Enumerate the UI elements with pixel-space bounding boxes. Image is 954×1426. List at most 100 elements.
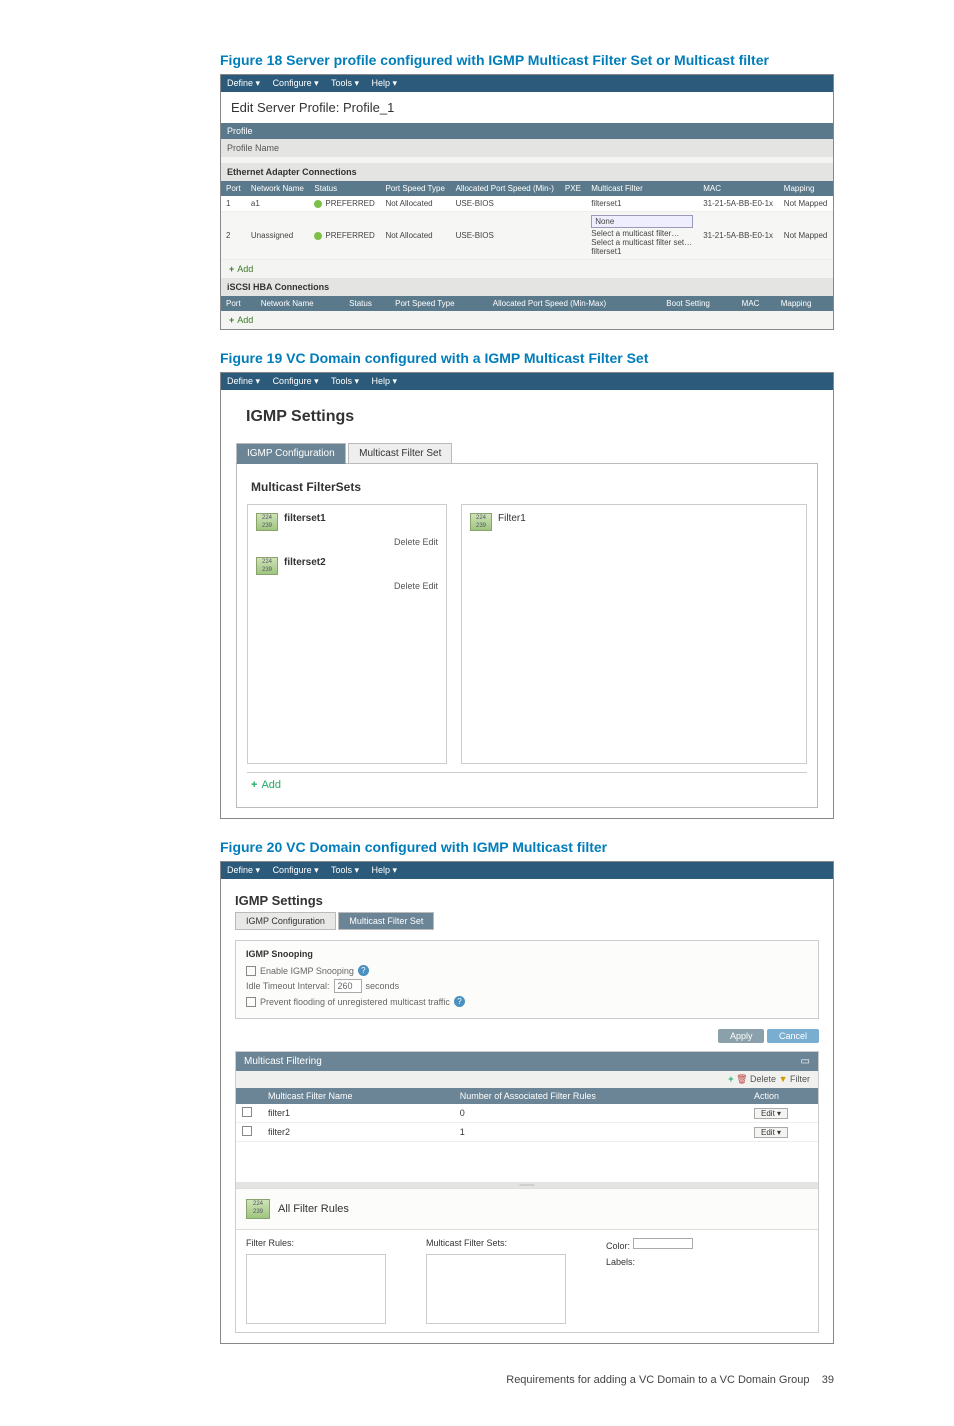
filter-item[interactable]: 224239 Filter1 [470, 513, 798, 531]
plus-icon: + [229, 264, 234, 274]
collapse-icon[interactable]: ▭ [801, 1056, 810, 1067]
table-row[interactable]: filter2 1 Edit ▾ [236, 1123, 818, 1142]
menubar: Define ▾ Configure ▾ Tools ▾ Help ▾ [221, 862, 833, 879]
figure-20-screenshot: Define ▾ Configure ▾ Tools ▾ Help ▾ IGMP… [220, 861, 834, 1344]
tab-igmp-config[interactable]: IGMP Configuration [236, 443, 346, 464]
col-net: Network Name [246, 181, 310, 196]
delete-filter[interactable]: Delete [750, 1074, 776, 1084]
tabs: IGMP Configuration Multicast Filter Set [236, 442, 818, 463]
filterset-icon: 224239 [256, 513, 278, 531]
cell: Not Allocated [380, 212, 450, 260]
idle-unit: seconds [366, 981, 400, 991]
cell: USE-BIOS [451, 212, 560, 260]
profile-row: Profile Name [221, 139, 833, 157]
snooping-header: IGMP Snooping [246, 949, 808, 959]
cell: 1 [454, 1123, 748, 1142]
button-row: Apply Cancel [235, 1029, 819, 1043]
filterset-actions[interactable]: Delete Edit [256, 581, 438, 591]
enable-row: Enable IGMP Snooping ? [246, 965, 808, 976]
menu-help[interactable]: Help ▾ [372, 865, 398, 875]
filterset-actions[interactable]: Delete Edit [256, 537, 438, 547]
edit-action[interactable]: Edit ▾ [754, 1127, 788, 1138]
table-row[interactable]: filter1 0 Edit ▾ [236, 1104, 818, 1123]
menu-tools[interactable]: Tools ▾ [331, 865, 359, 875]
color-input[interactable] [633, 1238, 693, 1249]
menubar: Define ▾ Configure ▾ Tools ▾ Help ▾ [221, 75, 833, 92]
table-row[interactable]: 1 a1 PREFERRED Not Allocated USE-BIOS fi… [221, 196, 833, 212]
add-filterset[interactable]: +Add [247, 772, 807, 797]
dropdown-option[interactable]: filterset1 [591, 247, 693, 256]
sets-box[interactable] [426, 1254, 566, 1324]
menubar: Define ▾ Configure ▾ Tools ▾ Help ▾ [221, 373, 833, 390]
apply-button[interactable]: Apply [718, 1029, 765, 1043]
col-chk [236, 1088, 262, 1104]
filter-toggle[interactable]: Filter [790, 1074, 810, 1084]
rules-icon: 224239 [246, 1199, 270, 1219]
rules-box[interactable] [246, 1254, 386, 1324]
menu-define[interactable]: Define ▾ [227, 376, 260, 386]
plus-icon: + [251, 779, 257, 791]
prevent-label: Prevent flooding of unregistered multica… [260, 997, 450, 1007]
add-filter[interactable]: + [728, 1074, 733, 1084]
eth-table: Port Network Name Status Port Speed Type… [221, 181, 833, 260]
menu-define[interactable]: Define ▾ [227, 865, 260, 875]
menu-configure[interactable]: Configure ▾ [273, 78, 319, 88]
profile-section: Profile [221, 123, 833, 139]
figure-19-title: Figure 19 VC Domain configured with a IG… [220, 350, 834, 366]
col: Allocated Port Speed (Min-Max) [488, 296, 662, 311]
filterset-item[interactable]: 224239 filterset1 [256, 513, 438, 531]
col-action: Action [748, 1088, 818, 1104]
plus-icon: + [229, 315, 234, 325]
row-checkbox[interactable] [242, 1126, 252, 1136]
help-icon[interactable]: ? [358, 965, 369, 976]
dropdown-option[interactable]: Select a multicast filter set… [591, 238, 693, 247]
filter-icon[interactable]: ▼ [779, 1074, 788, 1084]
tab-igmp-config[interactable]: IGMP Configuration [235, 912, 336, 930]
all-filter-rules: 224239 All Filter Rules [236, 1188, 818, 1229]
filterset-item[interactable]: 224239 filterset2 [256, 557, 438, 575]
mf-toolbar: + 🗑 Delete ▼ Filter [236, 1071, 818, 1088]
menu-configure[interactable]: Configure ▾ [273, 865, 319, 875]
menu-help[interactable]: Help ▾ [372, 78, 398, 88]
enable-checkbox[interactable] [246, 966, 256, 976]
idle-input[interactable]: 260 [334, 979, 362, 993]
enable-label: Enable IGMP Snooping [260, 966, 354, 976]
profile-label: Edit Server Profile: [231, 100, 339, 115]
delete-icon[interactable]: 🗑 [736, 1074, 747, 1084]
col-map: Mapping [779, 181, 833, 196]
iscsi-table: Port Network Name Status Port Speed Type… [221, 296, 833, 311]
menu-define[interactable]: Define ▾ [227, 78, 260, 88]
col: Port [221, 296, 256, 311]
prevent-checkbox[interactable] [246, 997, 256, 1007]
figure-18-title: Figure 18 Server profile configured with… [220, 52, 834, 68]
figure-19-screenshot: Define ▾ Configure ▾ Tools ▾ Help ▾ IGMP… [220, 372, 834, 819]
col-mac: MAC [698, 181, 779, 196]
page-footer: Requirements for adding a VC Domain to a… [220, 1374, 834, 1386]
cell: PREFERRED [309, 196, 380, 212]
dropdown-option[interactable]: None [591, 215, 693, 228]
add-iscsi[interactable]: +Add [221, 311, 833, 329]
idle-label: Idle Timeout Interval: [246, 981, 330, 991]
add-connection[interactable]: +Add [221, 260, 833, 278]
tab-mcast-filterset[interactable]: Multicast Filter Set [338, 912, 434, 930]
tab-mcast-filterset[interactable]: Multicast Filter Set [348, 443, 452, 464]
all-rules-label: All Filter Rules [278, 1203, 349, 1215]
cancel-button[interactable]: Cancel [767, 1029, 819, 1043]
idle-row: Idle Timeout Interval: 260 seconds [246, 979, 808, 993]
edit-action[interactable]: Edit ▾ [754, 1108, 788, 1119]
cell: 31-21-5A-BB-E0-1x [698, 196, 779, 212]
cell [560, 196, 586, 212]
mf-title: Multicast Filtering [244, 1056, 322, 1067]
dropdown-option[interactable]: Select a multicast filter… [591, 229, 693, 238]
footer-text: Requirements for adding a VC Domain to a… [506, 1374, 809, 1386]
row-checkbox[interactable] [242, 1107, 252, 1117]
col: Mapping [776, 296, 833, 311]
menu-tools[interactable]: Tools ▾ [331, 78, 359, 88]
table-row[interactable]: 2 Unassigned PREFERRED Not Allocated USE… [221, 212, 833, 260]
snooping-panel: IGMP Snooping Enable IGMP Snooping ? Idl… [235, 940, 819, 1019]
menu-configure[interactable]: Configure ▾ [273, 376, 319, 386]
cell: 1 [221, 196, 246, 212]
help-icon[interactable]: ? [454, 996, 465, 1007]
menu-tools[interactable]: Tools ▾ [331, 376, 359, 386]
menu-help[interactable]: Help ▾ [372, 376, 398, 386]
